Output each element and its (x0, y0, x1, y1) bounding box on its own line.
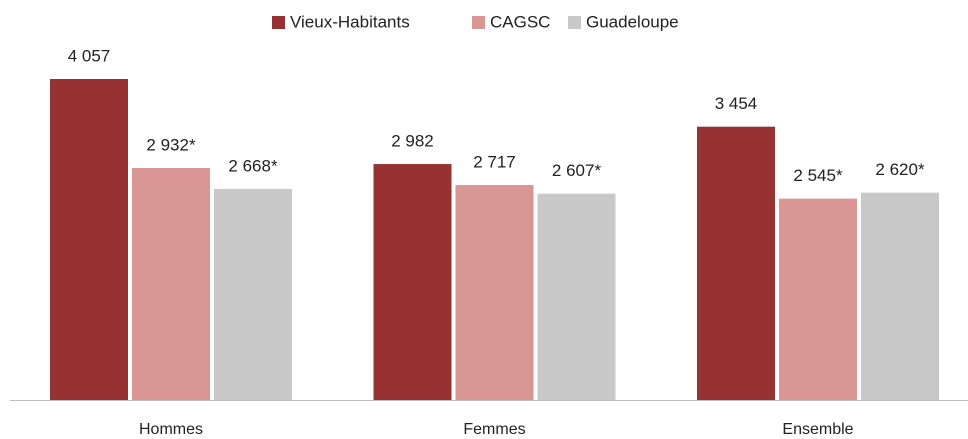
data-label: 3 454 (715, 94, 758, 113)
bar (861, 192, 939, 400)
x-tick-label: Ensemble (782, 421, 853, 438)
bar (373, 164, 452, 400)
data-label: 2 932* (146, 135, 196, 154)
x-tick-label: Femmes (463, 421, 525, 438)
bar (214, 188, 292, 400)
bar (779, 198, 857, 400)
bar (50, 79, 128, 400)
data-label: 2 620* (875, 160, 925, 179)
bar (455, 185, 534, 400)
data-label: 2 607* (552, 161, 602, 180)
data-label: 2 982 (391, 132, 434, 151)
legend-swatch (568, 16, 581, 29)
bar (697, 126, 775, 400)
data-label: 2 545* (793, 166, 843, 185)
legend-swatch (472, 16, 485, 29)
legend-swatch (272, 16, 285, 29)
legend-label: Guadeloupe (586, 12, 679, 31)
data-label: 4 057 (68, 46, 111, 65)
x-tick-label: Hommes (139, 421, 203, 438)
data-label: 2 717 (473, 153, 516, 172)
legend-label: CAGSC (490, 12, 550, 31)
bar (537, 193, 616, 400)
data-label: 2 668* (228, 156, 278, 175)
bar (132, 168, 210, 400)
legend-label: Vieux-Habitants (290, 12, 410, 31)
